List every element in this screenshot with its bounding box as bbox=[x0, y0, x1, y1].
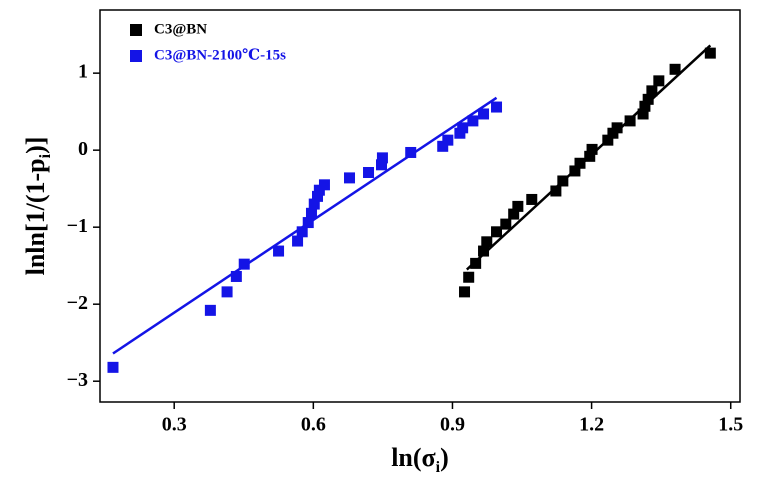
x-tick-label: 0.9 bbox=[440, 414, 465, 436]
point bbox=[508, 208, 520, 220]
point bbox=[491, 101, 503, 113]
point bbox=[470, 257, 482, 269]
point bbox=[586, 143, 598, 155]
point bbox=[344, 172, 356, 184]
label-part: ln(σ bbox=[391, 443, 435, 472]
y-tick-label: −2 bbox=[67, 292, 88, 314]
point bbox=[602, 134, 614, 146]
point bbox=[639, 100, 651, 112]
point bbox=[437, 140, 449, 152]
label-part: )] bbox=[21, 137, 50, 154]
point bbox=[457, 122, 469, 134]
point bbox=[642, 93, 654, 105]
point bbox=[305, 207, 317, 219]
point bbox=[308, 198, 320, 210]
legend-label: C3@BN bbox=[154, 21, 207, 37]
point bbox=[302, 217, 314, 229]
label-part: lnln[1/(1-p bbox=[21, 158, 50, 275]
point bbox=[376, 159, 388, 171]
point bbox=[230, 270, 242, 282]
point bbox=[204, 304, 216, 316]
point bbox=[442, 134, 454, 146]
point bbox=[624, 115, 636, 127]
label-part: ) bbox=[440, 443, 449, 472]
point bbox=[637, 108, 649, 120]
point bbox=[238, 258, 250, 270]
point bbox=[318, 179, 330, 191]
point bbox=[704, 47, 716, 59]
point bbox=[653, 75, 665, 87]
point bbox=[405, 146, 417, 158]
point bbox=[312, 190, 324, 202]
point bbox=[611, 122, 623, 134]
x-tick-label: 0.6 bbox=[301, 414, 326, 436]
point bbox=[467, 115, 479, 127]
y-tick-label: −3 bbox=[67, 369, 88, 391]
point bbox=[292, 235, 304, 247]
point bbox=[363, 166, 375, 178]
point bbox=[569, 165, 581, 177]
point bbox=[463, 271, 475, 283]
label-part: i bbox=[436, 459, 441, 476]
point bbox=[500, 218, 512, 230]
label-part: i bbox=[37, 153, 54, 158]
legend-marker bbox=[130, 50, 142, 62]
point bbox=[481, 236, 493, 248]
point bbox=[512, 200, 524, 212]
point bbox=[526, 193, 538, 205]
point bbox=[646, 85, 658, 97]
y-tick-label: −1 bbox=[67, 215, 88, 237]
point bbox=[459, 286, 471, 298]
legend-label: C3@BN-2100℃-15s bbox=[154, 47, 286, 63]
x-tick-label: 1.5 bbox=[718, 414, 743, 436]
point bbox=[273, 245, 285, 257]
point bbox=[669, 63, 681, 75]
point bbox=[107, 361, 119, 373]
plot-frame bbox=[99, 9, 741, 403]
point bbox=[557, 175, 569, 187]
point bbox=[491, 226, 503, 238]
point bbox=[574, 157, 586, 169]
x-tick-label: 0.3 bbox=[162, 414, 187, 436]
point bbox=[221, 286, 233, 298]
point bbox=[478, 245, 490, 257]
y-tick-label: 1 bbox=[78, 61, 88, 83]
legend-marker bbox=[130, 24, 142, 36]
x-tick-label: 1.2 bbox=[579, 414, 604, 436]
point bbox=[478, 108, 490, 120]
y-tick-label: 0 bbox=[78, 138, 88, 160]
x-label: ln(σi) bbox=[391, 443, 449, 476]
point bbox=[296, 226, 308, 238]
point bbox=[550, 185, 562, 197]
y-label: lnln[1/(1-pi)] bbox=[21, 137, 54, 276]
point bbox=[584, 150, 596, 162]
point bbox=[376, 152, 388, 164]
